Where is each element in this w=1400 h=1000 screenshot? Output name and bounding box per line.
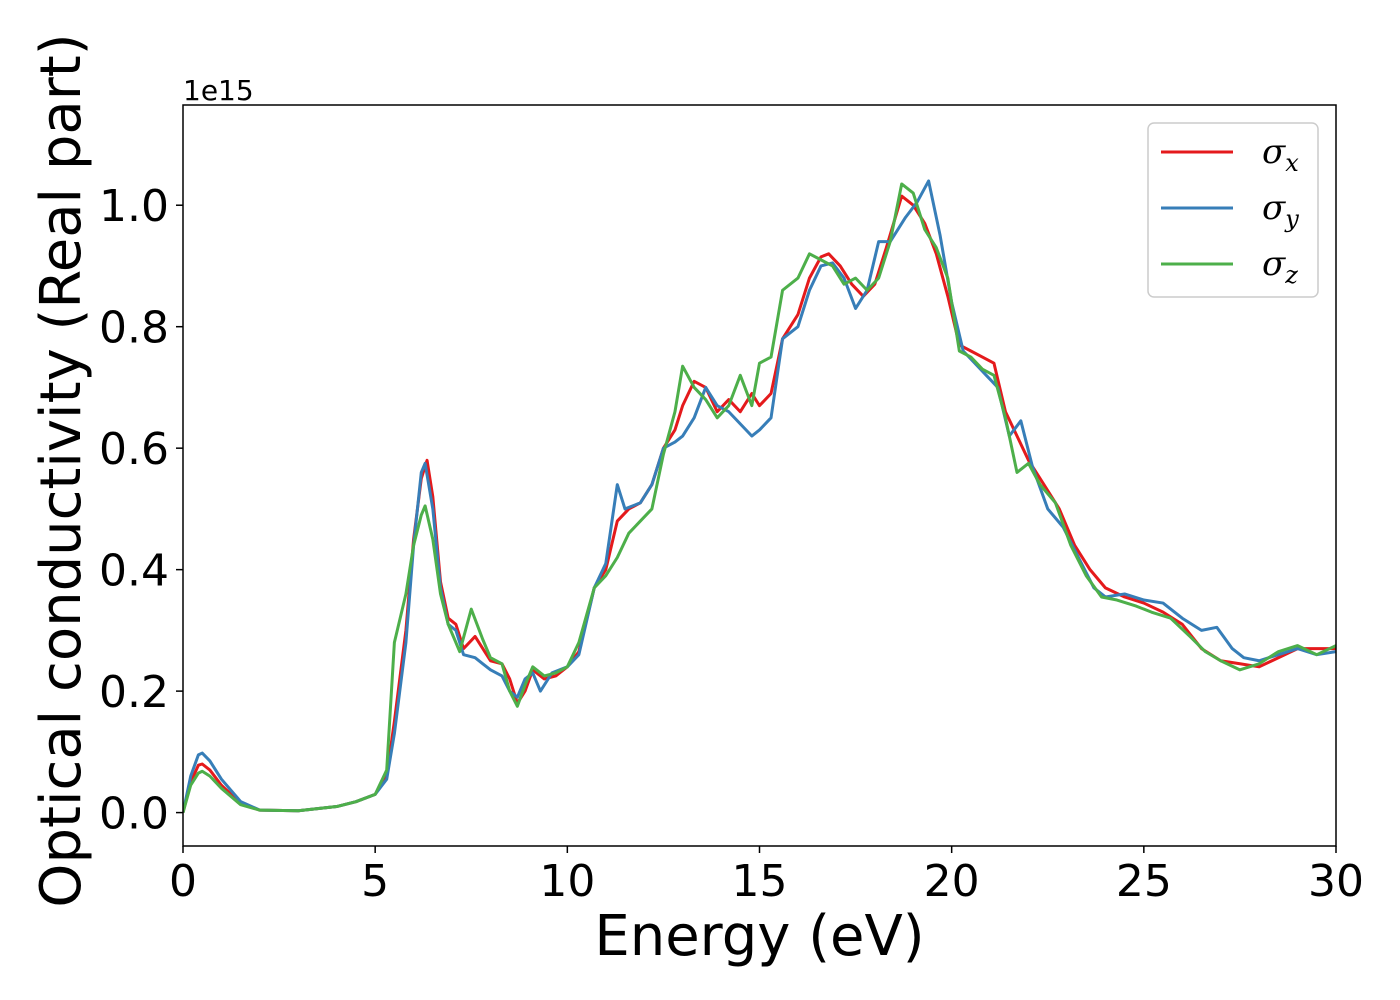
x-tick-label: 25 [1116, 856, 1172, 907]
y-tick-label: 0.4 [99, 546, 169, 597]
plot-area [183, 179, 1336, 813]
x-tick-label: 20 [924, 856, 980, 907]
x-axis: 0 5 10 15 20 25 30 [169, 846, 1364, 907]
y-tick-label: 0.2 [99, 667, 169, 718]
y-offset-label: 1e15 [183, 74, 254, 107]
x-tick-label: 5 [361, 856, 389, 907]
legend-label-x: σx [1262, 132, 1299, 177]
y-tick-label: 1.0 [99, 181, 169, 232]
x-tick-label: 30 [1308, 856, 1364, 907]
y-axis-label: Optical conductivity (Real part) [29, 33, 94, 907]
y-axis: 0.0 0.2 0.4 0.6 0.8 1.0 [99, 181, 183, 840]
series-line-z [183, 182, 1336, 813]
x-tick-label: 10 [539, 856, 595, 907]
y-tick-label: 0.6 [99, 424, 169, 475]
x-axis-label: Energy (eV) [594, 904, 924, 969]
y-tick-label: 0.8 [99, 303, 169, 354]
legend: σx σy σz [1147, 122, 1319, 298]
x-tick-label: 0 [169, 856, 197, 907]
legend-label-z: σz [1262, 244, 1298, 289]
x-tick-label: 15 [732, 856, 788, 907]
legend-label-y: σy [1262, 188, 1299, 233]
y-tick-label: 0.0 [99, 789, 169, 840]
legend-frame [1147, 122, 1319, 298]
